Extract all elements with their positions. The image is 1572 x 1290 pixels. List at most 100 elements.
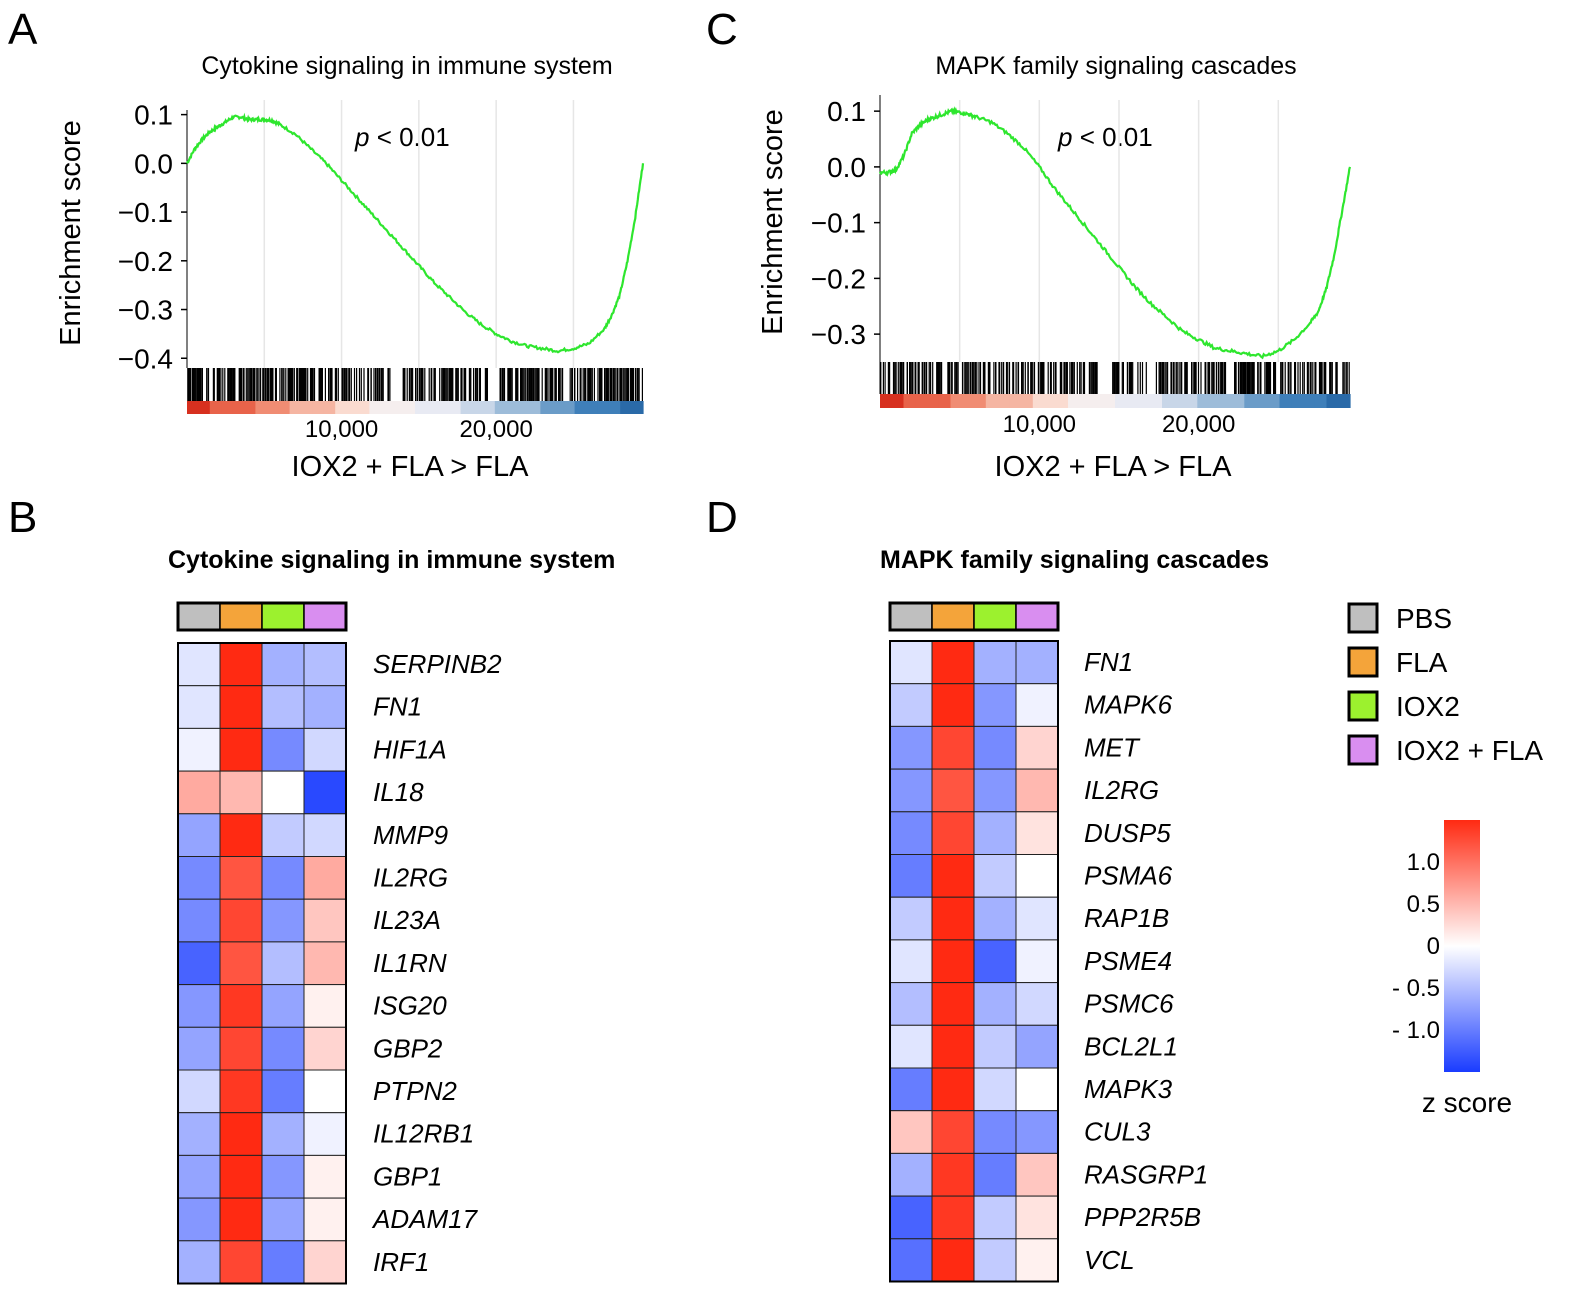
heatmap-cell bbox=[261, 1069, 305, 1114]
gene-label: CUL3 bbox=[1084, 1117, 1151, 1147]
heatmap-cell bbox=[219, 984, 263, 1028]
gsea-y-tick-label: −0.1 bbox=[118, 197, 173, 228]
gene-hit-barcode bbox=[187, 368, 644, 401]
rank-color-strip-segment bbox=[1009, 394, 1022, 408]
gene-label: BCL2L1 bbox=[1084, 1031, 1178, 1061]
gsea-plot-a: Cytokine signaling in immune system Enri… bbox=[55, 52, 645, 483]
gsea-c-pvalue-rest: < 0.01 bbox=[1072, 122, 1152, 152]
gene-label: MAPK6 bbox=[1084, 690, 1173, 720]
rank-color-strip-segment bbox=[1197, 394, 1210, 408]
heatmap-cell bbox=[1015, 768, 1059, 813]
heatmap-cell bbox=[973, 1195, 1017, 1240]
rank-color-strip-segment bbox=[506, 401, 519, 414]
rank-color-strip-segment bbox=[198, 401, 211, 414]
gene-label: HIF1A bbox=[373, 734, 447, 764]
rank-color-strip-segment bbox=[380, 401, 393, 414]
rank-color-strip-segment bbox=[266, 401, 279, 414]
heatmap-cell bbox=[889, 939, 933, 984]
heatmap-cell bbox=[219, 856, 263, 900]
heatmap-cell bbox=[177, 813, 221, 857]
gene-label: DUSP5 bbox=[1084, 818, 1171, 848]
heatmap-cell bbox=[303, 898, 347, 943]
gene-label: FN1 bbox=[373, 692, 422, 722]
heatmap-b-title: Cytokine signaling in immune system bbox=[168, 546, 615, 574]
rank-color-strip-segment bbox=[631, 401, 644, 414]
rank-color-strip-segment bbox=[927, 394, 940, 408]
rank-color-strip-segment bbox=[1068, 394, 1081, 408]
heatmap-cell bbox=[303, 1240, 347, 1285]
gene-label: MMP9 bbox=[373, 820, 448, 850]
gene-hit-barcode bbox=[879, 362, 1350, 394]
heatmap-cell bbox=[1015, 811, 1059, 855]
heatmap-cell bbox=[177, 1197, 221, 1242]
heatmap-cell bbox=[1015, 1110, 1059, 1154]
heatmap-cell bbox=[261, 856, 305, 900]
gene-label: FN1 bbox=[1084, 647, 1133, 677]
rank-color-strip-segment bbox=[1326, 394, 1339, 408]
rank-color-strip-segment bbox=[415, 401, 427, 414]
gene-label: MAPK3 bbox=[1084, 1074, 1173, 1104]
gene-label: PTPN2 bbox=[373, 1076, 457, 1106]
heatmap-cell bbox=[219, 685, 263, 729]
gsea-y-tick-label: −0.2 bbox=[811, 263, 866, 294]
heatmap-cell bbox=[889, 1238, 933, 1283]
heatmap-border bbox=[889, 640, 1059, 1283]
rank-color-strip-segment bbox=[369, 401, 382, 414]
heatmap-cell bbox=[177, 898, 221, 943]
heatmap-cell bbox=[261, 984, 305, 1028]
rank-color-strip-segment bbox=[1032, 394, 1046, 408]
heatmap-cell bbox=[261, 813, 305, 857]
heatmap-cell bbox=[931, 725, 975, 770]
legend-swatch-iox2-fla bbox=[1347, 734, 1379, 766]
heatmap-cell bbox=[889, 1067, 933, 1112]
heatmap-cell bbox=[973, 1110, 1017, 1154]
rank-color-strip-segment bbox=[563, 401, 576, 414]
group-header-swatch bbox=[219, 602, 263, 631]
heatmap-cell bbox=[303, 1154, 347, 1199]
gene-label: PSMC6 bbox=[1084, 989, 1174, 1019]
group-header-border bbox=[888, 601, 1060, 632]
heatmap-cell bbox=[973, 854, 1017, 898]
heatmap-cell bbox=[303, 1026, 347, 1071]
rank-color-strip-segment bbox=[323, 401, 336, 414]
rank-color-strip-segment bbox=[460, 401, 473, 414]
gsea-c-title: MAPK family signaling cascades bbox=[935, 52, 1296, 80]
rank-color-strip-segment bbox=[244, 401, 256, 414]
heatmap-cell bbox=[889, 683, 933, 727]
rank-color-strip-segment bbox=[403, 401, 416, 414]
gsea-c-pvalue-p: p bbox=[1057, 122, 1072, 152]
heatmap-cell bbox=[261, 1197, 305, 1242]
rank-color-strip-segment bbox=[1115, 394, 1128, 408]
rank-color-strip-segment bbox=[950, 394, 963, 408]
legend-label-fla: FLA bbox=[1396, 647, 1448, 678]
heatmap-cell bbox=[177, 856, 221, 900]
heatmap-cell bbox=[889, 982, 933, 1026]
heatmap-cell bbox=[177, 1112, 221, 1156]
heatmap-cell bbox=[261, 770, 305, 815]
rank-color-strip-segment bbox=[1303, 394, 1316, 408]
legend-label-iox2: IOX2 bbox=[1396, 691, 1460, 722]
heatmap-cell bbox=[1015, 1024, 1059, 1069]
rank-color-strip-segment bbox=[529, 401, 541, 414]
heatmap-cell bbox=[303, 1112, 347, 1156]
heatmap-cell bbox=[931, 896, 975, 941]
gsea-a-pvalue-p: p bbox=[354, 122, 369, 152]
rank-color-strip-segment bbox=[449, 401, 462, 414]
group-header-swatch bbox=[303, 602, 347, 631]
heatmap-cell bbox=[889, 1152, 933, 1197]
heatmap-cell bbox=[177, 727, 221, 772]
rank-color-strip-segment bbox=[472, 401, 484, 414]
heatmap-cell bbox=[1015, 1067, 1059, 1112]
heatmap-cell bbox=[931, 683, 975, 727]
heatmap-cell bbox=[931, 1110, 975, 1154]
heatmap-cell bbox=[303, 685, 347, 729]
rank-color-strip-segment bbox=[1056, 394, 1069, 408]
heatmap-cell bbox=[177, 941, 221, 986]
legend-label-iox2-fla: IOX2 + FLA bbox=[1396, 735, 1543, 766]
gene-label: GBP1 bbox=[373, 1161, 442, 1191]
rank-color-strip-segment bbox=[1126, 394, 1140, 408]
zscore-tick: - 1.0 bbox=[1392, 1017, 1440, 1044]
heatmap-cell bbox=[177, 770, 221, 815]
gene-label: IL18 bbox=[373, 777, 424, 807]
gsea-y-tick-label: 0.0 bbox=[827, 152, 866, 183]
